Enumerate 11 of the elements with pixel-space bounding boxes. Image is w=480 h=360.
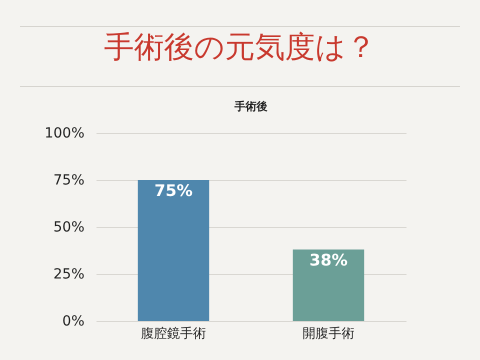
chart-subtitle: 手術後	[234, 100, 268, 113]
x-tick-label: 開腹手術	[302, 326, 354, 342]
data-label: 75%	[154, 181, 193, 200]
y-tick-label: 50%	[53, 220, 84, 236]
y-tick-label: 0%	[62, 314, 84, 330]
x-tick-label: 腹腔鏡手術	[141, 326, 206, 342]
y-tick-label: 25%	[53, 266, 84, 282]
y-tick-label: 75%	[53, 172, 84, 188]
data-label: 38%	[309, 250, 348, 270]
y-tick-label: 100%	[44, 126, 84, 142]
chart-title: 手術後の元気度は？	[103, 30, 377, 66]
